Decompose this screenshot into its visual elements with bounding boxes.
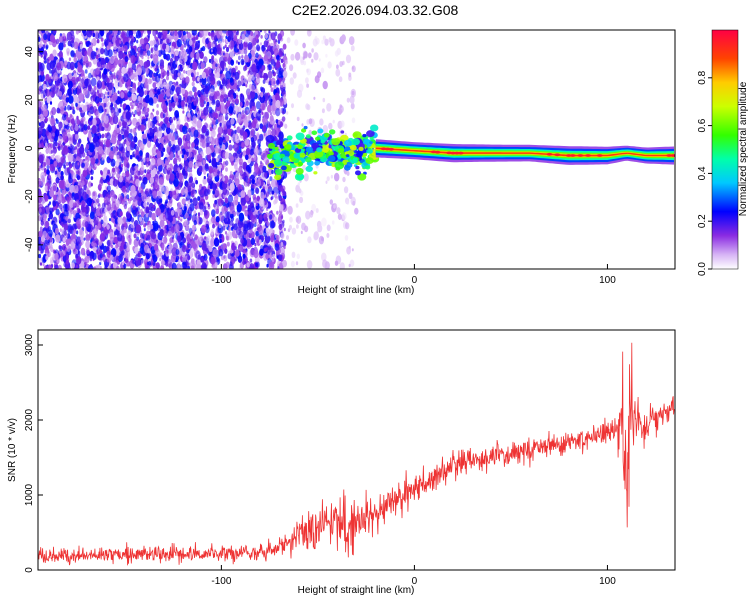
colorbar: 0.0 0.2 0.4 0.6 0.8 Normalized spectral ampl… bbox=[697, 29, 749, 276]
x-axis: -100 0 100 bbox=[211, 565, 616, 587]
y-tick-label: 40 bbox=[24, 46, 35, 58]
colorbar-tick-label: 0.6 bbox=[697, 118, 708, 132]
ridge-peak bbox=[585, 154, 592, 157]
ridge-peak bbox=[596, 154, 603, 157]
ridge-peak bbox=[670, 154, 675, 157]
heatmap-area bbox=[38, 30, 675, 269]
y-tick-label: 0 bbox=[24, 567, 35, 573]
colorbar-tick-label: 0.0 bbox=[697, 262, 708, 276]
plot-frame bbox=[37, 329, 676, 571]
x-tick-label: -100 bbox=[211, 275, 231, 286]
x-tick-label: 0 bbox=[412, 275, 418, 286]
heatmap-ridge bbox=[375, 139, 675, 165]
ridge-peak bbox=[434, 150, 441, 154]
x-axis-label: Height of straight line (km) bbox=[298, 285, 415, 296]
heatmap-region-noise bbox=[38, 30, 288, 269]
colorbar-tick-label: 0.2 bbox=[697, 214, 708, 228]
y-tick-label: 3000 bbox=[24, 333, 35, 356]
spectrogram-panel: -100 0 100 -40 -20 0 20 40 Height of straight … bbox=[7, 29, 676, 296]
snr-panel: -100 0 100 0 1000 2000 3000 Height of straigh… bbox=[7, 329, 676, 596]
plot-frame bbox=[37, 29, 676, 270]
x-axis: -100 0 100 bbox=[211, 264, 616, 286]
y-axis: 0 1000 2000 3000 bbox=[24, 333, 43, 573]
ridge-peak bbox=[388, 147, 395, 151]
x-tick-label: 100 bbox=[599, 576, 616, 587]
y-tick-label: -40 bbox=[24, 237, 35, 252]
colorbar-label: Normalized spectral amplitude bbox=[738, 81, 749, 216]
ridge-peak bbox=[569, 154, 576, 157]
y-tick-label: 2000 bbox=[24, 408, 35, 431]
colorbar-ticks: 0.0 0.2 0.4 0.6 0.8 bbox=[697, 70, 712, 276]
y-axis: -40 -20 0 20 40 bbox=[24, 46, 43, 252]
snr-series-line bbox=[38, 342, 675, 566]
colorbar-tick-label: 0.8 bbox=[697, 70, 708, 84]
colorbar-tick-label: 0.4 bbox=[697, 166, 708, 180]
y-axis-label: Frequency (Hz) bbox=[7, 115, 18, 184]
y-tick-label: 0 bbox=[24, 145, 35, 151]
y-tick-label: 20 bbox=[24, 94, 35, 106]
y-tick-label: 1000 bbox=[24, 483, 35, 506]
x-tick-label: 100 bbox=[599, 275, 616, 286]
page-title: C2E2.2026.094.03.32.G08 bbox=[291, 2, 459, 18]
colorbar-gradient bbox=[711, 29, 739, 270]
heatmap-region-signal-onset bbox=[265, 124, 380, 181]
x-tick-label: 0 bbox=[412, 576, 418, 587]
y-axis-label: SNR (10 * v/v) bbox=[7, 418, 18, 482]
ridge-peak bbox=[546, 152, 553, 156]
x-axis-label: Height of straight line (km) bbox=[298, 585, 415, 596]
x-tick-label: -100 bbox=[211, 576, 231, 587]
ridge-peak bbox=[457, 151, 464, 155]
ridge-peak bbox=[554, 153, 561, 157]
ridge-peak bbox=[577, 154, 584, 157]
y-tick-label: -20 bbox=[24, 189, 35, 204]
